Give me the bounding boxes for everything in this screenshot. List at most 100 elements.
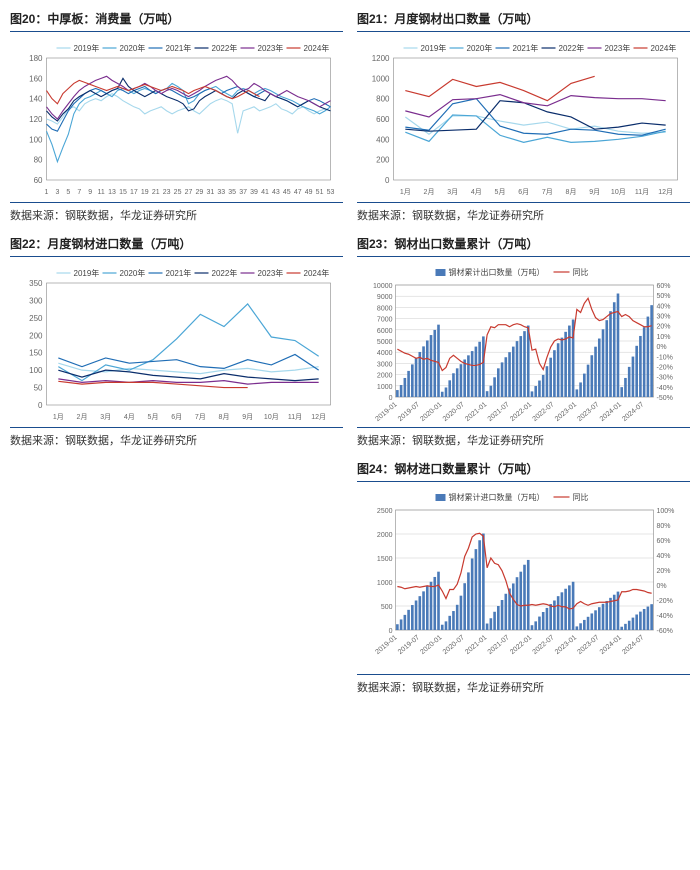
chart23-svg: 钢材累计出口数量（万吨）同比01000200030004000500060007… bbox=[357, 263, 690, 423]
svg-text:25: 25 bbox=[174, 189, 182, 196]
chart20-title: 图20：中厚板：消费量（万吨） bbox=[10, 8, 343, 32]
svg-text:同比: 同比 bbox=[573, 267, 589, 277]
svg-text:3月: 3月 bbox=[100, 413, 111, 421]
svg-text:10%: 10% bbox=[657, 334, 671, 341]
svg-text:2024年: 2024年 bbox=[304, 43, 330, 53]
svg-text:2021年: 2021年 bbox=[166, 268, 192, 278]
svg-text:49: 49 bbox=[305, 189, 313, 196]
svg-text:15: 15 bbox=[119, 189, 127, 196]
chart21-title: 图21：月度钢材出口数量（万吨） bbox=[357, 8, 690, 32]
svg-text:-40%: -40% bbox=[657, 613, 673, 620]
svg-text:5月: 5月 bbox=[148, 413, 159, 421]
svg-text:350: 350 bbox=[29, 279, 43, 288]
svg-text:2024-07: 2024-07 bbox=[621, 401, 645, 423]
row-2: 图22：月度钢材进口数量（万吨） 2019年2020年2021年2022年202… bbox=[10, 233, 690, 448]
svg-text:6000: 6000 bbox=[377, 328, 393, 335]
svg-text:2022-07: 2022-07 bbox=[532, 401, 556, 423]
svg-text:3月: 3月 bbox=[447, 188, 458, 196]
svg-text:2024年: 2024年 bbox=[304, 268, 330, 278]
svg-text:30%: 30% bbox=[657, 314, 671, 321]
svg-text:2021年: 2021年 bbox=[166, 43, 192, 53]
cell-chart24: 图24：钢材进口数量累计（万吨） 钢材累计进口数量（万吨）同比050010001… bbox=[357, 458, 690, 695]
svg-text:140: 140 bbox=[29, 95, 43, 104]
svg-text:2023年: 2023年 bbox=[258, 268, 284, 278]
row-1: 图20：中厚板：消费量（万吨） 2019年 2020年 2021年 2022年 2023… bbox=[10, 8, 690, 223]
svg-text:41: 41 bbox=[261, 189, 269, 196]
svg-text:11: 11 bbox=[97, 189, 104, 196]
svg-text:-20%: -20% bbox=[657, 364, 673, 371]
svg-text:1月: 1月 bbox=[53, 413, 64, 421]
svg-text:100: 100 bbox=[29, 366, 43, 375]
svg-text:3000: 3000 bbox=[377, 361, 393, 368]
svg-text:-40%: -40% bbox=[657, 385, 673, 392]
chart24-source: 数据来源：钢联数据，华龙证券研究所 bbox=[357, 674, 690, 695]
svg-text:2020-07: 2020-07 bbox=[442, 634, 466, 656]
chart24-title: 图24：钢材进口数量累计（万吨） bbox=[357, 458, 690, 482]
svg-text:40%: 40% bbox=[657, 303, 671, 310]
svg-text:7: 7 bbox=[77, 189, 81, 196]
svg-text:100: 100 bbox=[29, 135, 43, 144]
svg-text:9: 9 bbox=[88, 189, 92, 196]
svg-text:35: 35 bbox=[228, 189, 236, 196]
chart24-box: 钢材累计进口数量（万吨）同比05001000150020002500-60%-4… bbox=[357, 488, 690, 670]
svg-text:1200: 1200 bbox=[372, 54, 390, 63]
cell-empty bbox=[10, 458, 343, 695]
chart20-source: 数据来源：钢联数据，华龙证券研究所 bbox=[10, 202, 343, 223]
svg-text:2024-01: 2024-01 bbox=[599, 634, 623, 656]
svg-text:钢材累计进口数量（万吨）: 钢材累计进口数量（万吨） bbox=[449, 492, 545, 502]
svg-text:2023-01: 2023-01 bbox=[554, 634, 578, 656]
svg-text:17: 17 bbox=[130, 189, 138, 196]
svg-text:2019年: 2019年 bbox=[74, 43, 100, 53]
svg-text:2020年: 2020年 bbox=[120, 43, 146, 53]
svg-text:200: 200 bbox=[29, 331, 43, 340]
svg-text:4月: 4月 bbox=[124, 413, 135, 421]
svg-text:2021-07: 2021-07 bbox=[487, 634, 511, 656]
svg-text:1000: 1000 bbox=[377, 384, 393, 391]
svg-text:8月: 8月 bbox=[219, 413, 230, 421]
svg-text:2021-01: 2021-01 bbox=[464, 634, 488, 656]
svg-text:2022-01: 2022-01 bbox=[509, 401, 533, 423]
svg-text:5月: 5月 bbox=[495, 188, 506, 196]
svg-text:400: 400 bbox=[376, 135, 390, 144]
svg-text:-60%: -60% bbox=[657, 628, 673, 635]
svg-text:2500: 2500 bbox=[377, 508, 393, 515]
svg-text:800: 800 bbox=[376, 95, 390, 104]
svg-text:500: 500 bbox=[381, 604, 393, 611]
svg-text:2021-01: 2021-01 bbox=[464, 401, 488, 423]
svg-text:45: 45 bbox=[283, 189, 291, 196]
svg-text:2000: 2000 bbox=[377, 532, 393, 539]
svg-text:6月: 6月 bbox=[171, 413, 182, 421]
svg-text:2023年: 2023年 bbox=[258, 43, 284, 53]
svg-text:2022年: 2022年 bbox=[559, 43, 585, 53]
svg-text:9000: 9000 bbox=[377, 294, 393, 301]
svg-text:2020-07: 2020-07 bbox=[442, 401, 466, 423]
svg-text:12月: 12月 bbox=[658, 188, 673, 196]
svg-text:60: 60 bbox=[34, 176, 43, 185]
svg-text:0%: 0% bbox=[657, 344, 667, 351]
chart22-source: 数据来源：钢联数据，华龙证券研究所 bbox=[10, 427, 343, 448]
svg-text:80%: 80% bbox=[657, 523, 671, 530]
chart22-svg: 2019年2020年2021年2022年2023年2024年0501001502… bbox=[10, 263, 343, 423]
svg-text:1500: 1500 bbox=[377, 556, 393, 563]
svg-text:1000: 1000 bbox=[372, 74, 390, 83]
svg-text:2019-07: 2019-07 bbox=[397, 634, 421, 656]
svg-text:80: 80 bbox=[34, 156, 43, 165]
svg-text:9月: 9月 bbox=[589, 188, 600, 196]
svg-text:2020-01: 2020-01 bbox=[419, 401, 443, 423]
svg-text:7月: 7月 bbox=[195, 413, 206, 421]
chart23-box: 钢材累计出口数量（万吨）同比01000200030004000500060007… bbox=[357, 263, 690, 423]
svg-text:160: 160 bbox=[29, 74, 43, 83]
svg-text:0: 0 bbox=[389, 628, 393, 635]
svg-text:10月: 10月 bbox=[264, 413, 279, 421]
svg-text:2022年: 2022年 bbox=[212, 43, 238, 53]
svg-text:600: 600 bbox=[376, 115, 390, 124]
svg-text:2022-07: 2022-07 bbox=[532, 634, 556, 656]
cell-chart23: 图23：钢材出口数量累计（万吨） 钢材累计出口数量（万吨）同比010002000… bbox=[357, 233, 690, 448]
svg-text:2022-01: 2022-01 bbox=[509, 634, 533, 656]
svg-text:2019-07: 2019-07 bbox=[397, 401, 421, 423]
svg-text:-50%: -50% bbox=[657, 395, 673, 402]
svg-text:-20%: -20% bbox=[657, 598, 673, 605]
svg-text:2020年: 2020年 bbox=[467, 43, 493, 53]
svg-text:-10%: -10% bbox=[657, 354, 673, 361]
chart22-box: 2019年2020年2021年2022年2023年2024年0501001502… bbox=[10, 263, 343, 423]
